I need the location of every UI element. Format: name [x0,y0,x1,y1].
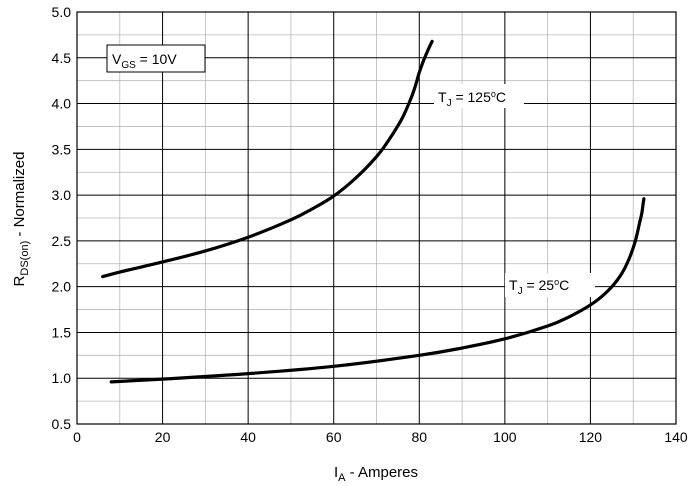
x-tick-label: 120 [579,429,603,445]
y-tick-label: 2.5 [52,233,72,249]
y-tick-label: 0.5 [52,416,72,432]
grid-minor [77,12,676,424]
series-label-25c-text: TJ = 25oC [509,277,569,297]
y-tick-labels: 0.5 1.0 1.5 2.0 2.5 3.0 3.5 4.0 4.5 5.0 [52,4,72,432]
y-tick-label: 1.5 [52,324,72,340]
grid-major [77,12,676,424]
x-tick-label: 40 [240,429,256,445]
series-label-125c-bg [434,84,524,108]
y-tick-label: 2.0 [52,279,72,295]
vgs-annotation-text: VGS = 10V [112,51,177,71]
y-tick-label: 3.5 [52,141,72,157]
series-line-25c [109,197,646,384]
plot-frame [76,11,677,425]
x-tick-label: 100 [493,429,517,445]
x-tick-label: 80 [411,429,427,445]
x-tick-label: 140 [664,429,688,445]
y-tick-label: 4.5 [52,50,72,66]
series-line-125c [101,39,434,279]
y-tick-label: 3.0 [52,187,72,203]
x-tick-label: 20 [155,429,171,445]
series-label-125c-text: TJ = 125oC [438,89,506,109]
x-tick-label: 0 [73,429,81,445]
series-label-125c: TJ = 125oC [434,84,524,109]
y-tick-label: 1.0 [52,370,72,386]
vgs-annotation: VGS = 10V [106,44,206,73]
x-axis-title: IA - Amperes [334,464,418,484]
vgs-annotation-box [106,44,206,73]
series-label-25c: TJ = 25oC [505,273,595,297]
x-tick-labels: 0 20 40 60 80 100 120 140 [73,429,688,445]
series-label-25c-bg [505,273,595,297]
x-tick-label: 60 [326,429,342,445]
y-tick-label: 5.0 [52,4,72,20]
y-tick-label: 4.0 [52,96,72,112]
curves [101,39,646,384]
y-axis-title: RDS(on) - Normalized [11,152,31,287]
